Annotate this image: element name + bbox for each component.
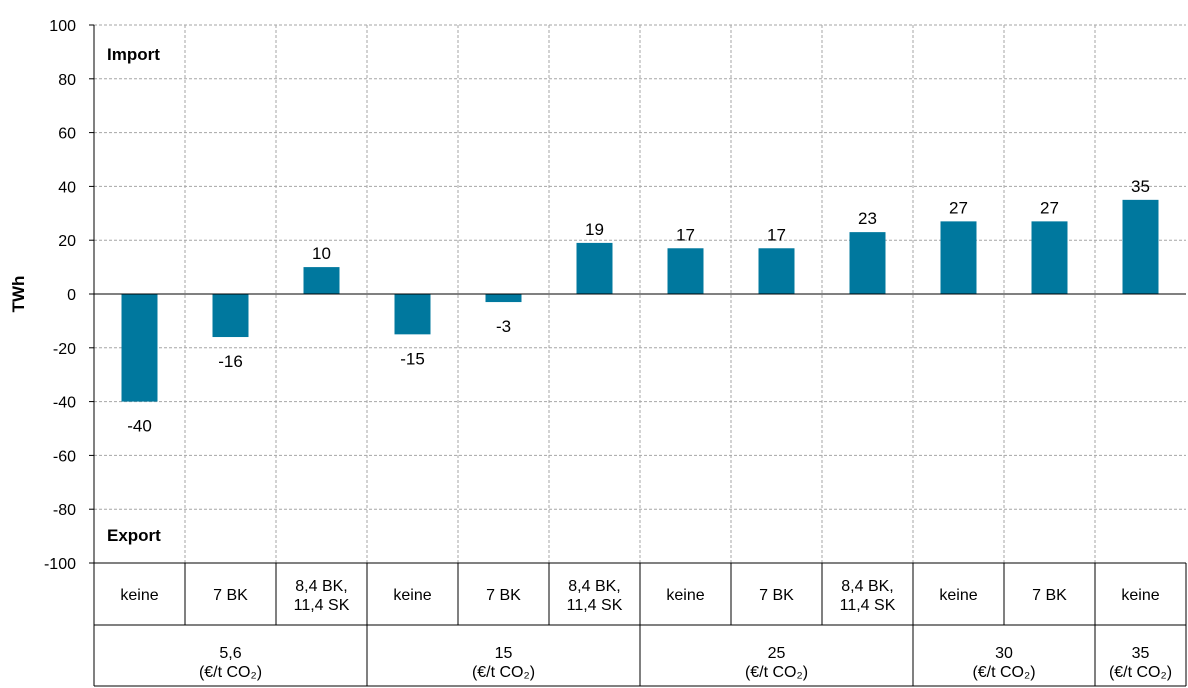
category-label-line: 8,4 BK, (568, 578, 620, 595)
category-label: 7 BK (486, 587, 521, 604)
category-label: 7 BK (1032, 587, 1067, 604)
group-label: 15 (€/t CO₂) (472, 645, 535, 681)
data-label: -3 (496, 317, 511, 336)
bar (1031, 221, 1068, 294)
group-unit: (€/t CO₂) (199, 664, 262, 681)
category-label-line: keine (666, 587, 704, 604)
category-label-line: keine (1121, 587, 1159, 604)
category-label-line: 7 BK (486, 587, 521, 604)
y-tick-label: 0 (67, 287, 76, 304)
y-tick-label: 80 (58, 72, 76, 89)
y-tick-label: 20 (58, 233, 76, 250)
group-label: 5,6 (€/t CO₂) (199, 645, 262, 681)
category-axis: keine 7 BK 8,4 BK, 11,4 SK keine 7 BK 8,4 BK, 1… (94, 562, 1187, 687)
group-unit: (€/t CO₂) (1109, 664, 1172, 681)
category-label-line: 7 BK (1032, 587, 1067, 604)
y-tick-label: -100 (44, 556, 76, 573)
y-tick-label: -80 (53, 502, 76, 519)
group-unit: (€/t CO₂) (972, 664, 1035, 681)
bar (394, 294, 431, 335)
data-label: 27 (1040, 198, 1059, 217)
bar (667, 248, 704, 294)
data-label: 19 (585, 220, 604, 239)
category-label-line: keine (393, 587, 431, 604)
data-label: 23 (858, 209, 877, 228)
data-label: -15 (400, 349, 425, 368)
group-unit: (€/t CO₂) (745, 664, 808, 681)
group-unit: (€/t CO₂) (472, 664, 535, 681)
category-label-line: 11,4 SK (840, 597, 896, 614)
data-label: 10 (312, 244, 331, 263)
bar (576, 242, 613, 294)
category-label: 8,4 BK, 11,4 SK (840, 578, 896, 614)
y-tick-label: 60 (58, 126, 76, 143)
group-value: 25 (768, 645, 786, 662)
category-label: keine (120, 587, 158, 604)
category-label-line: keine (939, 587, 977, 604)
category-label: 8,4 BK, 11,4 SK (294, 578, 350, 614)
category-label-line: 8,4 BK, (841, 578, 893, 595)
bar (485, 294, 522, 303)
category-label-line: 7 BK (759, 587, 794, 604)
bar (849, 232, 886, 294)
group-value: 35 (1132, 645, 1150, 662)
category-label-line: 11,4 SK (294, 597, 350, 614)
category-label-line: 11,4 SK (567, 597, 623, 614)
category-label: keine (1121, 587, 1159, 604)
data-labels: -40 -16 10 -15 -3 19 17 17 23 27 27 35 (127, 177, 1150, 436)
category-label: 7 BK (759, 587, 794, 604)
axes (89, 24, 1186, 686)
group-label: 35 (€/t CO₂) (1109, 645, 1172, 681)
bar (940, 221, 977, 294)
export-annotation: Export (107, 526, 161, 545)
group-value: 15 (495, 645, 513, 662)
bar (303, 267, 340, 294)
data-label: 17 (676, 225, 695, 244)
y-tick-label: 40 (58, 179, 76, 196)
category-label: keine (939, 587, 977, 604)
bar (212, 294, 249, 338)
data-label: -40 (127, 417, 152, 436)
y-tick-labels: 100 80 60 40 20 0 -20 -40 -60 -80 -100 (44, 18, 76, 573)
y-tick-label: -20 (53, 341, 76, 358)
category-label: keine (393, 587, 431, 604)
category-label: keine (666, 587, 704, 604)
group-value: 5,6 (219, 645, 241, 662)
category-label: 8,4 BK, 11,4 SK (567, 578, 623, 614)
category-label-line: 7 BK (213, 587, 248, 604)
bar (1122, 199, 1159, 294)
category-label-line: 8,4 BK, (295, 578, 347, 595)
group-label: 30 (€/t CO₂) (972, 645, 1035, 681)
group-value: 30 (995, 645, 1013, 662)
category-label: 7 BK (213, 587, 248, 604)
data-label: -16 (218, 352, 243, 371)
category-label-line: keine (120, 587, 158, 604)
y-tick-label: -60 (53, 448, 76, 465)
y-axis-label: TWh (9, 276, 28, 313)
bar (758, 248, 795, 294)
import-annotation: Import (107, 45, 160, 64)
bar (121, 294, 158, 402)
data-label: 17 (767, 225, 786, 244)
y-tick-label: 100 (49, 18, 76, 35)
y-tick-label: -40 (53, 395, 76, 412)
data-label: 35 (1131, 177, 1150, 196)
bar-series (121, 199, 1159, 402)
data-label: 27 (949, 198, 968, 217)
group-label: 25 (€/t CO₂) (745, 645, 808, 681)
